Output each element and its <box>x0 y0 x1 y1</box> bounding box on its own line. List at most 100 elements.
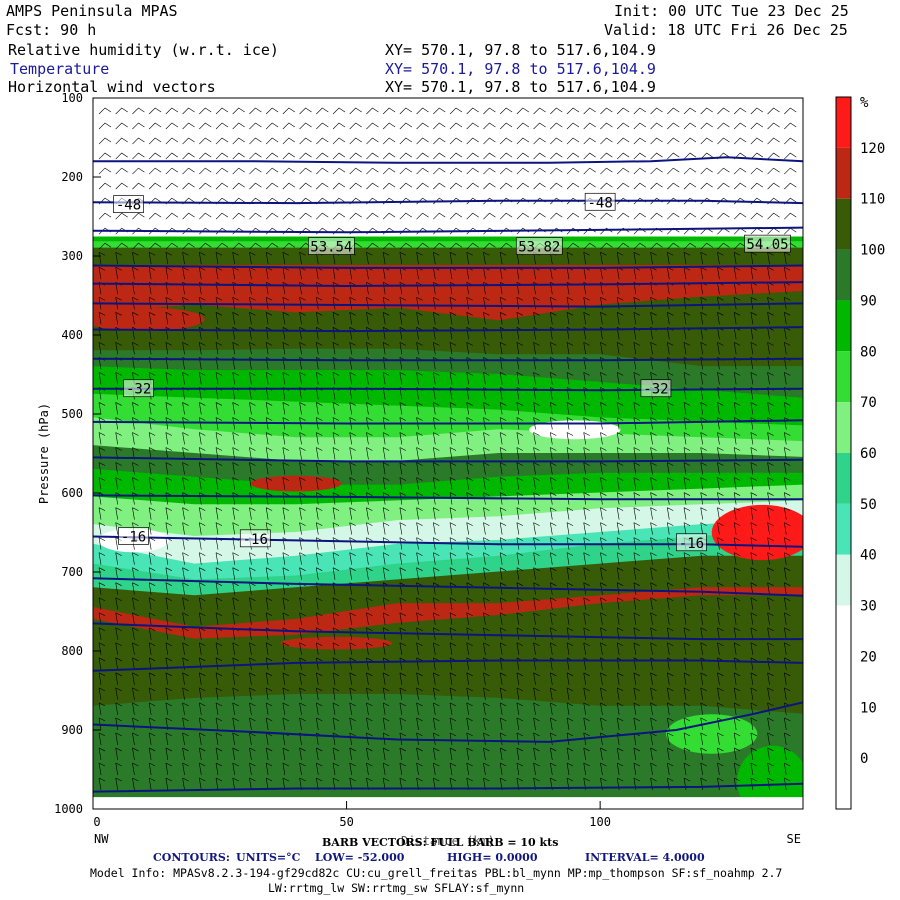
wind-barb <box>549 612 557 625</box>
wind-barb <box>282 747 289 760</box>
wind-barb <box>416 747 423 760</box>
wind-barb <box>215 672 223 685</box>
wind-barb <box>633 342 640 355</box>
wind-barb <box>616 212 630 220</box>
wind-barb <box>198 642 206 655</box>
wind-barb <box>382 522 390 535</box>
wind-barb <box>566 702 574 715</box>
wind-barb <box>232 107 245 115</box>
wind-barb <box>666 552 674 565</box>
wind-barb <box>466 582 473 595</box>
wind-barb <box>416 212 429 220</box>
wind-barb <box>349 567 356 580</box>
wind-barb <box>600 672 607 685</box>
wind-barb <box>232 137 245 145</box>
wind-barb <box>433 242 446 250</box>
wind-barb <box>533 567 540 580</box>
temperature-contour <box>93 357 803 362</box>
wind-barb <box>516 297 523 310</box>
wind-barb <box>733 266 741 280</box>
wind-barb <box>583 242 596 250</box>
wind-barb <box>249 567 256 580</box>
wind-barb <box>132 167 145 175</box>
wind-barb <box>499 522 507 535</box>
wind-barb <box>249 137 262 145</box>
wind-barb <box>700 212 713 220</box>
wind-barb <box>315 327 323 340</box>
wind-barb <box>449 732 457 745</box>
wind-barb <box>432 567 440 580</box>
wind-barb <box>600 312 607 325</box>
wind-barb <box>282 507 289 520</box>
wind-barb <box>466 462 473 475</box>
field-xy-temperature: XY= 570.1, 97.8 to 517.6,104.9 <box>385 60 656 78</box>
wind-barb <box>683 612 691 625</box>
wind-barb <box>182 477 189 490</box>
wind-barb <box>399 312 406 325</box>
wind-barb <box>282 122 296 130</box>
wind-barb <box>616 242 630 250</box>
wind-barb <box>783 507 791 520</box>
wind-barb <box>733 212 747 220</box>
wind-barb <box>148 507 156 520</box>
wind-barb <box>165 182 179 190</box>
wind-barb <box>683 297 691 310</box>
wind-barb <box>148 597 156 610</box>
wind-barb <box>750 507 757 520</box>
wind-barb <box>366 242 379 250</box>
wind-barb <box>767 152 780 160</box>
wind-barb <box>98 372 106 385</box>
wind-barb <box>249 597 256 610</box>
wind-barb <box>683 477 691 490</box>
wind-barb <box>98 732 106 745</box>
wind-barb <box>382 182 396 190</box>
wind-barb <box>666 447 674 460</box>
wind-barb <box>265 672 273 685</box>
wind-barb <box>98 212 112 220</box>
colorbar-segment <box>836 147 851 199</box>
wind-barb <box>449 597 457 610</box>
wind-barb <box>733 627 741 640</box>
wind-barb <box>566 107 580 115</box>
wind-barb <box>165 597 172 610</box>
wind-barb <box>299 432 306 445</box>
wind-barb <box>533 312 540 325</box>
wind-barb <box>483 522 490 535</box>
wind-barb <box>232 687 239 700</box>
wind-barb <box>115 432 122 445</box>
wind-barb <box>717 687 724 700</box>
wind-barb <box>783 642 791 655</box>
wind-barb <box>583 762 590 776</box>
wind-barb <box>466 372 473 385</box>
wind-barb <box>399 402 406 415</box>
wind-barb <box>700 182 713 190</box>
wind-barb <box>98 507 106 520</box>
wind-barb <box>165 137 179 145</box>
wind-barb <box>265 432 273 445</box>
wind-barb <box>650 597 657 610</box>
wind-barb <box>265 297 273 310</box>
wind-barb <box>165 167 179 175</box>
wind-barb <box>767 312 774 325</box>
contour-label-box <box>239 529 271 548</box>
wind-barb <box>466 251 473 265</box>
wind-barb <box>366 167 379 175</box>
wind-barb <box>215 657 223 670</box>
wind-barb <box>783 251 791 265</box>
wind-barb <box>533 642 540 655</box>
wind-barb <box>733 402 741 415</box>
wind-barb <box>750 762 757 776</box>
y-tick-label: 300 <box>61 249 83 263</box>
wind-barb <box>249 182 262 190</box>
wind-barb <box>316 182 329 190</box>
wind-barb <box>733 597 741 610</box>
contour-label-box <box>744 234 791 253</box>
wind-barb <box>516 432 523 445</box>
wind-barb <box>650 567 657 580</box>
wind-barb <box>483 167 496 175</box>
wind-barb <box>282 567 289 580</box>
wind-barb <box>683 417 691 430</box>
wind-barb <box>767 582 774 595</box>
wind-barb <box>466 447 473 460</box>
wind-barb <box>249 747 256 760</box>
